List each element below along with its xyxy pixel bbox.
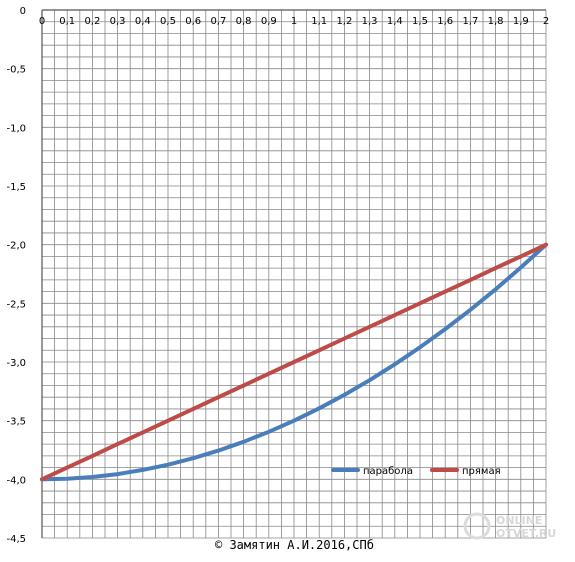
y-tick-label: -1,0 <box>6 123 26 134</box>
x-tick-label: 1,4 <box>387 16 403 27</box>
y-tick-label: -3,0 <box>6 358 26 369</box>
legend: парабола прямая <box>331 466 501 477</box>
lightbulb-icon <box>463 512 491 540</box>
x-tick-label: 0,4 <box>135 16 151 27</box>
y-tick-label: 0 <box>20 6 26 17</box>
x-tick-label: 0,6 <box>185 16 201 27</box>
y-tick-label: -4,5 <box>6 534 26 545</box>
x-tick-label: 1 <box>291 16 297 27</box>
x-tick-label: 1,2 <box>336 16 352 27</box>
y-tick-label: -2,5 <box>6 299 26 310</box>
y-tick-labels: 0 -0,5 -1,0 -1,5 -2,0 -2,5 -3,0 -3,5 -4,0 -4,5 <box>6 6 26 545</box>
copyright-text: © Замятин А.И.2016,СПб <box>215 538 374 552</box>
watermark: ONLINE OTVET.RU <box>463 512 556 540</box>
x-tick-label: 0,9 <box>261 16 277 27</box>
x-tick-label: 1,7 <box>462 16 478 27</box>
series-lines <box>40 242 548 482</box>
x-tick-label: 1,5 <box>412 16 428 27</box>
x-tick-labels: 0 0,1 0,2 0,3 0,4 0,5 0,6 0,7 0,8 0,9 1 1,1 1,2 1,3 1,… <box>39 16 549 27</box>
y-tick-label: -4,0 <box>6 475 26 486</box>
y-tick-label: -0,5 <box>6 65 26 76</box>
axes <box>41 9 546 538</box>
x-tick-label: 0,3 <box>110 16 126 27</box>
x-tick-label: 0 <box>39 16 45 27</box>
series-line-straight <box>40 242 548 482</box>
x-tick-label: 0,8 <box>236 16 252 27</box>
legend-label-line: прямая <box>462 466 501 477</box>
y-tick-label: -2,0 <box>6 241 26 252</box>
x-tick-label: 0,5 <box>160 16 176 27</box>
x-tick-label: 1,3 <box>362 16 378 27</box>
x-tick-label: 1,1 <box>311 16 327 27</box>
y-tick-label: -1,5 <box>6 182 26 193</box>
x-tick-label: 2 <box>543 16 549 27</box>
x-tick-label: 1,6 <box>437 16 453 27</box>
x-tick-label: 1,9 <box>513 16 529 27</box>
series-line-parabola <box>40 242 548 482</box>
y-tick-label: -3,5 <box>6 417 26 428</box>
x-tick-label: 0,2 <box>84 16 100 27</box>
legend-label-parabola: парабола <box>363 466 413 477</box>
x-tick-label: 1,8 <box>488 16 504 27</box>
x-tick-label: 0,1 <box>59 16 75 27</box>
x-tick-label: 0,7 <box>210 16 226 27</box>
grid <box>41 9 547 539</box>
watermark-line2: OTVET.RU <box>496 527 556 540</box>
watermark-line1: ONLINE <box>496 514 542 527</box>
